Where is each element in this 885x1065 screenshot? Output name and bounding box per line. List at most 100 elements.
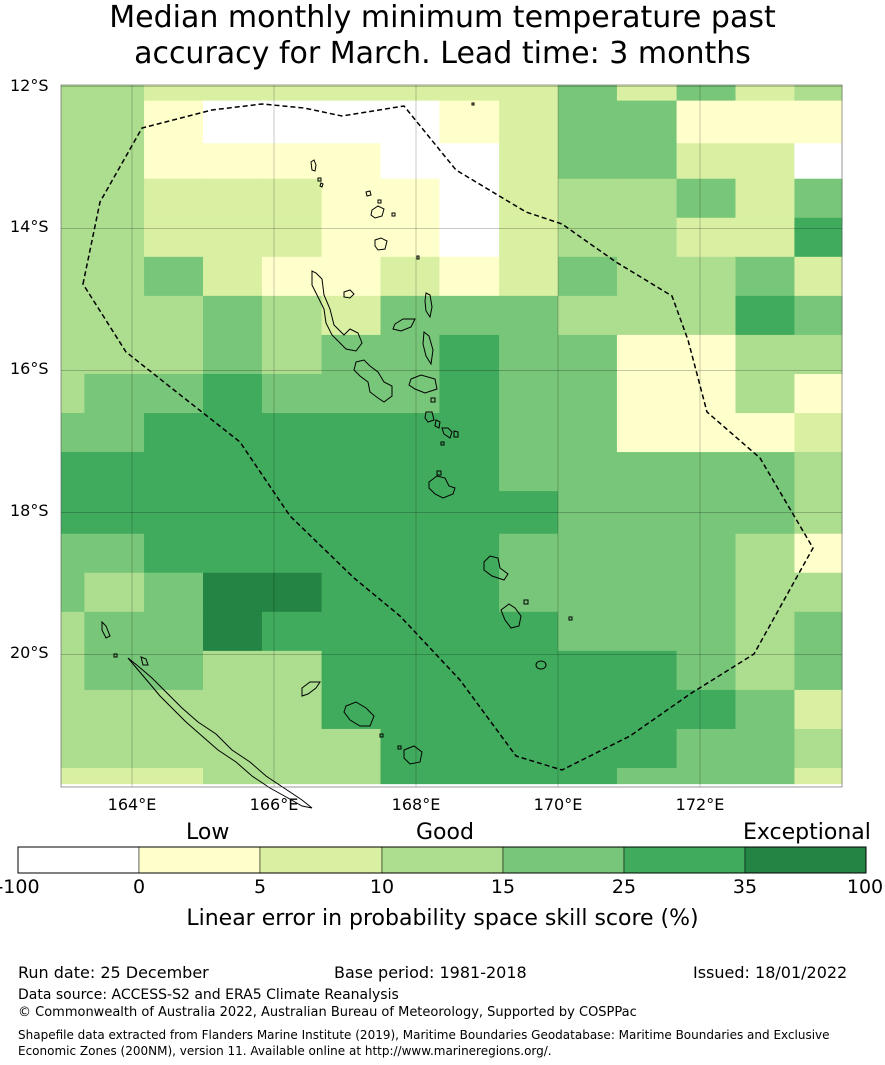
grid-cell xyxy=(794,768,843,785)
grid-cell xyxy=(203,178,263,219)
island xyxy=(377,199,382,204)
grid-cell xyxy=(84,256,145,297)
colorbar-swatch xyxy=(381,846,504,874)
grid-cell xyxy=(439,768,500,785)
grid-cell xyxy=(735,100,795,144)
grid-cell xyxy=(794,143,843,180)
grid-cell xyxy=(735,217,795,258)
island xyxy=(370,205,385,219)
grid-cell xyxy=(61,178,85,219)
grid-cell xyxy=(61,334,85,375)
grid-cell xyxy=(61,217,85,258)
grid-cell xyxy=(84,452,145,492)
grid-cell xyxy=(794,373,843,414)
island-loyalty-mare xyxy=(403,745,423,765)
grid-cell xyxy=(321,143,381,180)
grid-cell xyxy=(735,334,795,375)
colorbar-category-good: Good xyxy=(416,820,474,845)
grid-cell xyxy=(261,334,323,375)
grid-cell xyxy=(439,178,500,219)
island xyxy=(523,599,529,605)
grid-cell xyxy=(499,611,559,652)
grid-cell xyxy=(439,373,500,414)
grid-cell xyxy=(794,452,843,492)
grid-cell xyxy=(61,85,85,102)
grid-cell xyxy=(794,611,843,652)
grid-cell xyxy=(203,334,263,375)
grid-cell xyxy=(499,217,559,258)
grid-cell xyxy=(558,295,618,336)
grid-cell xyxy=(616,728,678,769)
grid-cell xyxy=(321,650,381,691)
colorbar xyxy=(17,846,867,874)
grid-cell xyxy=(558,572,618,613)
island-tanna xyxy=(500,603,522,629)
island-malekula xyxy=(353,359,393,403)
island xyxy=(434,419,441,429)
grid-cell xyxy=(380,728,440,769)
grid-cell xyxy=(735,572,795,613)
grid-cell xyxy=(84,85,145,102)
grid-cell xyxy=(676,689,736,730)
grid-cell xyxy=(61,768,85,785)
grid-cell xyxy=(380,611,440,652)
copyright: © Commonwealth of Australia 2022, Austra… xyxy=(18,1005,637,1020)
grid-cell xyxy=(439,85,500,102)
grid-cell xyxy=(261,611,323,652)
grid-cell xyxy=(321,85,381,102)
grid-cell xyxy=(794,100,843,144)
grid-cell xyxy=(321,100,381,144)
grid-cell xyxy=(61,373,85,414)
grid-cell xyxy=(380,143,440,180)
grid-cell xyxy=(676,334,736,375)
island xyxy=(416,255,420,260)
colorbar-swatch xyxy=(623,846,746,874)
grid-cell xyxy=(203,295,263,336)
grid-cell xyxy=(203,85,263,102)
grid-cell xyxy=(144,413,204,453)
grid-cell xyxy=(61,611,85,652)
grid-cell xyxy=(794,217,843,258)
grid-cell xyxy=(61,100,85,144)
grid-cell xyxy=(439,334,500,375)
grid-cell xyxy=(676,533,736,574)
grid-cell xyxy=(61,452,85,492)
grid-cell xyxy=(439,413,500,453)
grid-cell xyxy=(321,728,381,769)
grid-cell xyxy=(61,572,85,613)
grid-cell xyxy=(321,533,381,574)
grid-cell xyxy=(735,728,795,769)
island-new-caledonia xyxy=(127,657,313,809)
grid-cell xyxy=(439,100,500,144)
grid-cell xyxy=(616,85,678,102)
grid-cell xyxy=(499,728,559,769)
lat-label-14s: 14°S xyxy=(10,217,49,236)
colorbar-tick: 10 xyxy=(369,876,395,898)
grid-cell xyxy=(203,491,263,535)
grid-cell xyxy=(558,533,618,574)
grid-cell xyxy=(144,217,204,258)
island xyxy=(310,159,317,172)
grid-cell xyxy=(439,491,500,535)
island xyxy=(424,292,433,319)
grid-cell xyxy=(380,256,440,297)
grid-cell xyxy=(380,650,440,691)
grid-cell xyxy=(616,217,678,258)
grid-cell xyxy=(380,334,440,375)
colorbar-swatch xyxy=(744,846,867,874)
island xyxy=(317,177,322,182)
grid-cell xyxy=(676,143,736,180)
title-line-2: accuracy for March. Lead time: 3 months xyxy=(134,36,751,71)
grid-cell xyxy=(144,373,204,414)
grid-cell xyxy=(558,611,618,652)
grid-cell xyxy=(616,178,678,219)
colorbar-category-low: Low xyxy=(186,820,230,845)
grid-cell xyxy=(499,452,559,492)
grid-cell xyxy=(499,100,559,144)
grid-cell xyxy=(499,256,559,297)
grid-cell xyxy=(794,572,843,613)
grid-cell xyxy=(84,143,145,180)
colorbar-tick: 15 xyxy=(490,876,516,898)
grid-cell xyxy=(261,178,323,219)
grid-cell xyxy=(439,256,500,297)
